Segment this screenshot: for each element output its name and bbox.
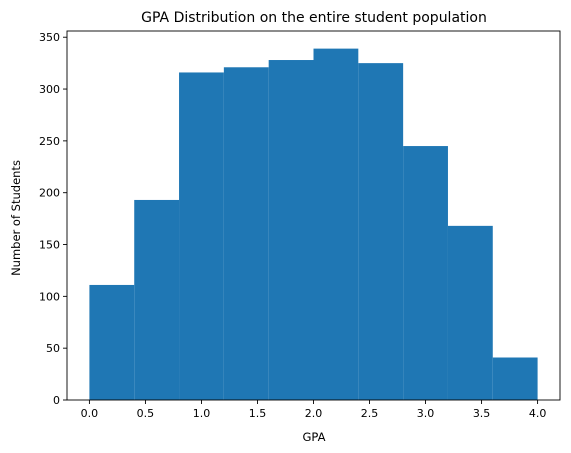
x-tick-label-5: 2.5 — [361, 407, 379, 420]
x-axis-label: GPA — [303, 430, 326, 444]
x-tick-label-2: 1.0 — [193, 407, 211, 420]
x-tick-label-0: 0.0 — [81, 407, 99, 420]
x-tick-label-6: 3.0 — [417, 407, 435, 420]
y-axis-ticks: 0 50 100 150 200 250 300 350 — [39, 31, 67, 407]
y-tick-label-7: 350 — [39, 31, 60, 44]
x-tick-label-1: 0.5 — [137, 407, 155, 420]
histogram-bar-1 — [134, 199, 180, 400]
y-tick-label-1: 50 — [46, 342, 60, 355]
x-axis-ticks: 0.0 0.5 1.0 1.5 2.0 2.5 3.0 3.5 4.0 — [81, 400, 547, 420]
plot-frame — [66, 30, 561, 401]
y-tick-label-3: 150 — [39, 239, 60, 252]
x-tick-label-3: 1.5 — [249, 407, 267, 420]
histogram-bar-5 — [313, 48, 359, 400]
y-tick-label-5: 250 — [39, 135, 60, 148]
histogram-bar-8 — [447, 225, 493, 400]
chart-title: GPA Distribution on the entire student p… — [141, 10, 487, 26]
y-tick-label-2: 100 — [39, 290, 60, 303]
histogram-bar-2 — [179, 72, 224, 401]
x-tick-label-8: 4.0 — [529, 407, 547, 420]
bars-group — [89, 48, 538, 401]
x-tick-label-4: 2.0 — [305, 407, 323, 420]
y-tick-label-0: 0 — [53, 394, 60, 407]
x-tick-label-7: 3.5 — [473, 407, 491, 420]
histogram-bar-0 — [89, 284, 135, 400]
histogram-bar-3 — [223, 67, 269, 401]
histogram-bar-7 — [403, 146, 448, 400]
histogram-bar-9 — [492, 357, 538, 400]
y-tick-label-4: 200 — [39, 187, 60, 200]
y-tick-label-6: 300 — [39, 83, 60, 96]
y-axis-label: Number of Students — [9, 160, 23, 276]
histogram-bar-4 — [268, 60, 314, 401]
histogram-bar-6 — [358, 63, 404, 401]
